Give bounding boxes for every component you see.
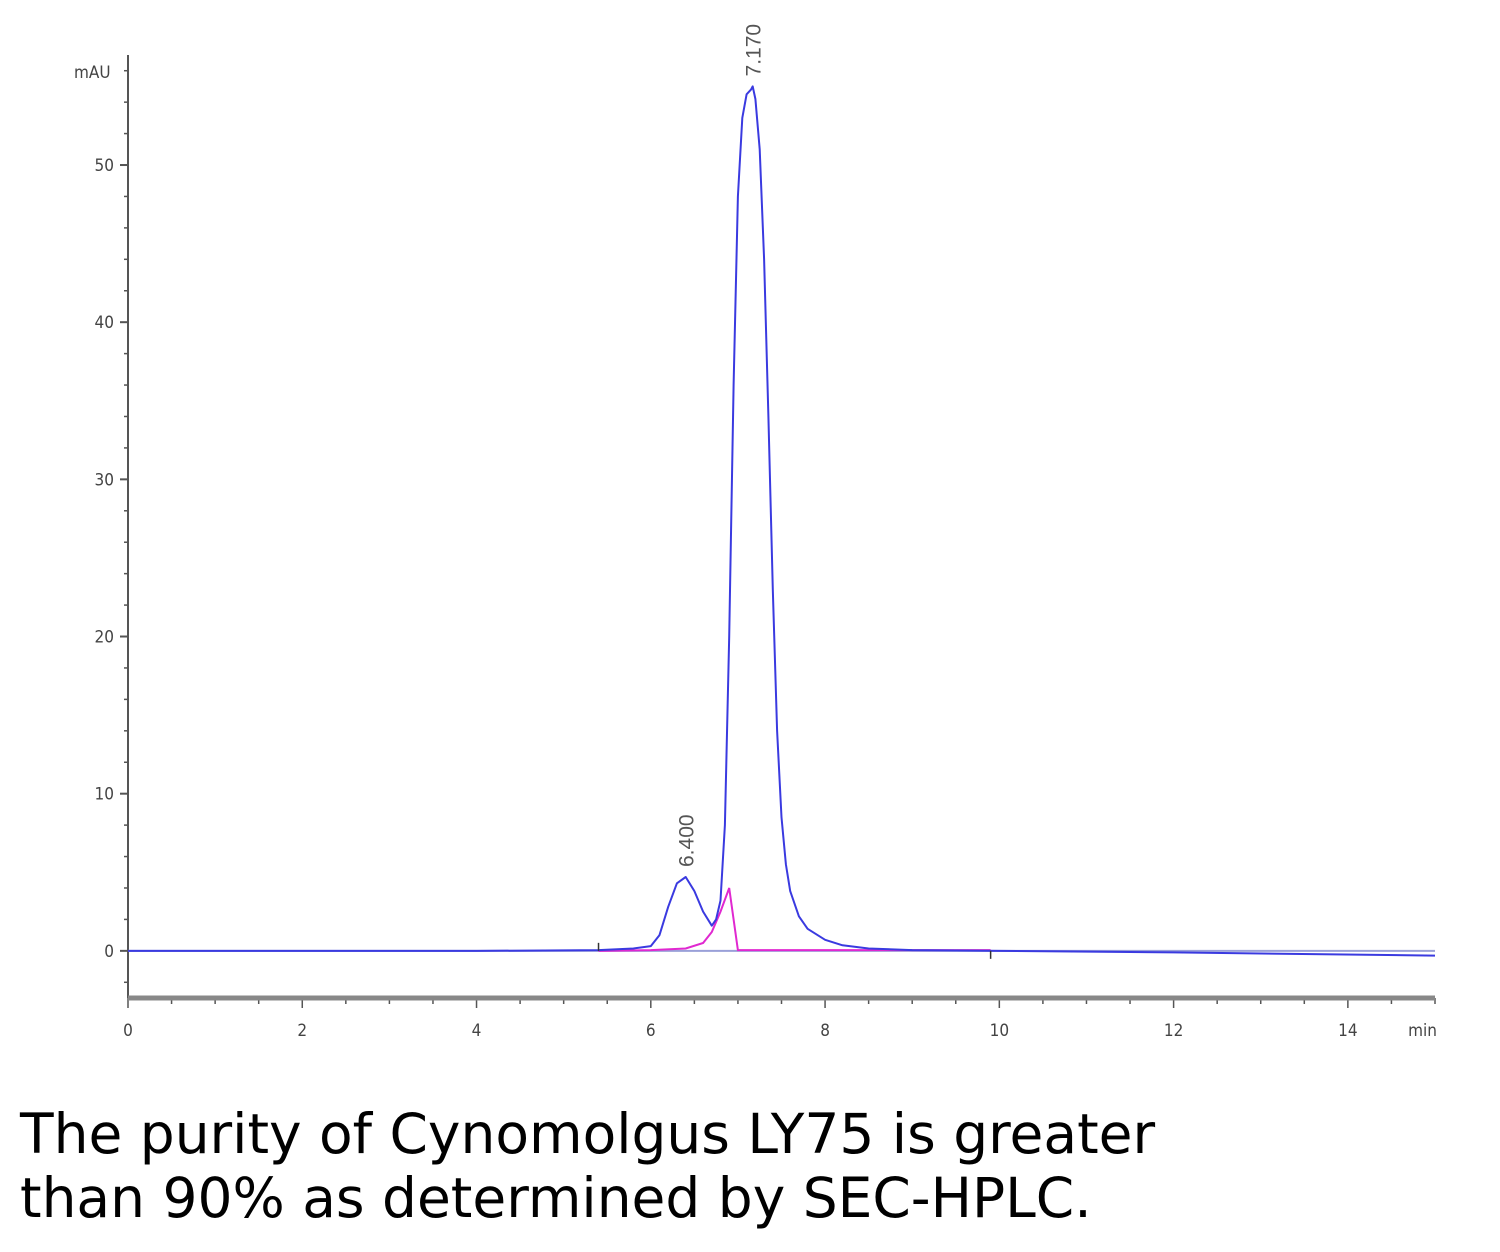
x-tick-label: 14 [1338,1021,1357,1041]
peak-retention-label: 7.170 [743,24,766,77]
y-tick-label: 30 [95,470,114,490]
peak-retention-label: 6.400 [676,814,699,867]
series-layer [128,85,1436,959]
axis-ticks [120,69,1436,1008]
x-tick-label: 0 [123,1021,133,1041]
figure-caption: The purity of Cynomolgus LY75 is greater… [20,1102,1470,1230]
y-tick-label: 20 [95,628,114,648]
caption-line-2: than 90% as determined by SEC-HPLC. [20,1166,1092,1230]
y-tick-label: 10 [95,785,114,805]
x-axis-label: min [1408,1021,1437,1041]
x-tick-label: 6 [646,1021,656,1041]
y-tick-label: 50 [95,156,114,176]
y-tick-label: 0 [104,942,114,962]
caption-line-1: The purity of Cynomolgus LY75 is greater [20,1102,1156,1166]
peak-labels: 6.400 7.170 [676,24,766,867]
x-tick-label: 4 [472,1021,482,1041]
x-tick-label: 2 [297,1021,307,1041]
chromatogram-trace [128,85,1436,957]
x-tick-label: 8 [820,1021,830,1041]
tick-labels: 0 10 20 30 40 50 0 2 4 6 8 10 12 14 [95,156,1358,1041]
chromatogram-chart: mAU min 0 10 20 30 40 50 0 2 4 6 8 10 12 14 6.400 7.17… [74,24,1437,1041]
y-axis-label: mAU [74,63,111,83]
x-tick-label: 10 [990,1021,1009,1041]
integration-baseline [598,887,991,952]
y-tick-label: 40 [95,313,114,333]
x-tick-label: 12 [1164,1021,1183,1041]
